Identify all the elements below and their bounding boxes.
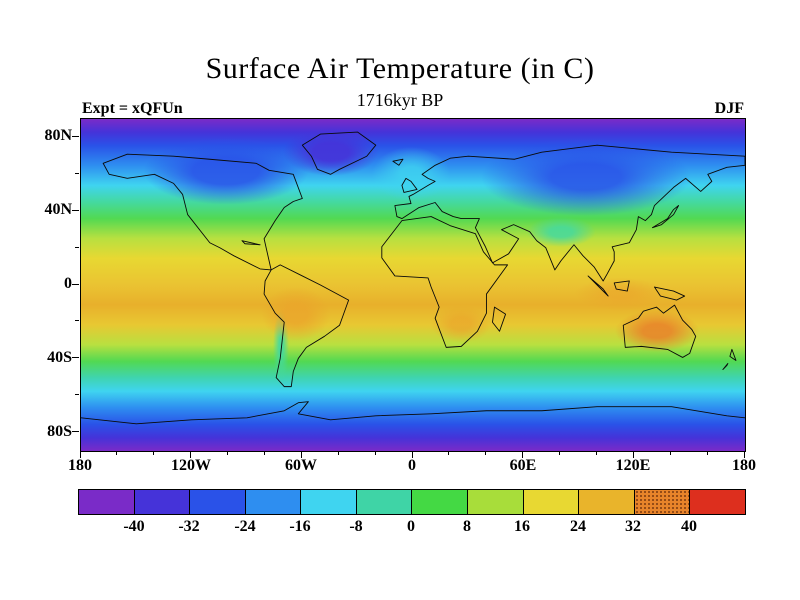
map-frame [80, 118, 746, 452]
colorbar-segment [190, 490, 246, 514]
colorbar-segment [690, 490, 745, 514]
coastline-south-america [263, 264, 350, 388]
coastline-new-zealand [722, 348, 737, 370]
coastline-greenland [301, 131, 377, 175]
y-tick-label-80n: 80N [44, 127, 72, 144]
experiment-label: Expt = xQFUn [82, 100, 183, 117]
y-axis-tick [75, 394, 79, 396]
x-tick-label-120w: 120W [171, 457, 211, 474]
season-label: DJF [714, 100, 744, 117]
coastline-cuba [241, 240, 261, 246]
colorbar-label-m16: -16 [289, 518, 311, 535]
colorbar-segment [245, 490, 302, 514]
colorbar-label-m24: -24 [234, 518, 256, 535]
x-tick-label-60w: 60W [285, 457, 317, 474]
colorbar-label-8: 8 [463, 518, 471, 535]
x-axis-tick [485, 451, 487, 455]
coastline-sumatra [587, 275, 609, 297]
x-tick-label-120e: 120E [615, 457, 651, 474]
colorbar-label-16: 16 [514, 518, 530, 535]
coastline-borneo [613, 280, 630, 292]
y-tick-label-40s: 40S [47, 349, 72, 366]
y-axis-tick [72, 431, 79, 433]
x-tick-label-180w: 180 [68, 457, 92, 474]
colorbar-label-0: 0 [407, 518, 415, 535]
chart-subtitle: 1716kyr BP [356, 90, 444, 110]
y-tick-label-80s: 80S [47, 423, 72, 440]
y-axis-tick [75, 172, 79, 174]
x-axis-tick [153, 451, 155, 455]
x-axis-tick [374, 451, 376, 455]
colorbar-label-m32: -32 [178, 518, 200, 535]
x-axis-tick [190, 451, 192, 458]
colorbar-label-32: 32 [625, 518, 641, 535]
colorbar-segment [301, 490, 357, 514]
y-axis-tick [75, 320, 79, 322]
x-axis-tick [116, 451, 118, 455]
y-axis-tick [72, 135, 79, 137]
y-axis-tick [75, 246, 79, 248]
x-axis-tick [595, 451, 597, 455]
colorbar-segment [468, 490, 524, 514]
coastline-north-america [102, 153, 303, 271]
colorbar-label-24: 24 [570, 518, 586, 535]
coastline-new-guinea [654, 286, 686, 301]
colorbar-label-m8: -8 [349, 518, 363, 535]
y-tick-label-40n: 40N [44, 201, 72, 218]
x-tick-label-0: 0 [408, 457, 416, 474]
x-axis-tick [300, 451, 302, 458]
colorbar-segment [634, 490, 691, 514]
left-axis-ticks [70, 118, 79, 450]
coastline-british-isles [401, 177, 418, 193]
colorbar-segment [523, 490, 580, 514]
y-axis-tick [72, 283, 79, 285]
x-axis-tick [448, 451, 450, 455]
colorbar-label-40: 40 [681, 518, 697, 535]
bottom-axis-ticks [79, 451, 745, 460]
coastline-japan [651, 205, 680, 229]
y-axis-tick [72, 209, 79, 211]
coastline-antarctica [81, 401, 745, 425]
colorbar-segment [79, 490, 135, 514]
coastlines [81, 131, 745, 425]
x-axis-tick [411, 451, 413, 458]
colorbar-segment [579, 490, 635, 514]
x-axis-tick [632, 451, 634, 458]
x-tick-label-180e: 180 [732, 457, 756, 474]
y-axis-tick [72, 357, 79, 359]
colorbar [78, 489, 746, 515]
coastline-madagascar [492, 306, 507, 332]
x-axis-tick [669, 451, 671, 455]
chart-title: Surface Air Temperature (in C) [205, 52, 595, 85]
colorbar-segment [356, 490, 413, 514]
coastline-eurasia [394, 144, 745, 282]
x-axis-tick [706, 451, 708, 455]
coastline-iceland [392, 158, 404, 166]
x-tick-label-60e: 60E [509, 457, 537, 474]
colorbar-segment [412, 490, 469, 514]
colorbar-label-m40: -40 [123, 518, 145, 535]
x-axis-tick [263, 451, 265, 455]
colorbar-segment [134, 490, 191, 514]
temperature-field [81, 119, 745, 451]
x-axis-tick [337, 451, 339, 455]
x-axis-tick [227, 451, 229, 455]
x-axis-tick [743, 451, 745, 458]
x-axis-tick [522, 451, 524, 458]
x-axis-tick [79, 451, 81, 458]
coastline-africa [381, 216, 509, 348]
x-axis-tick [559, 451, 561, 455]
coastline-australia [622, 304, 697, 358]
y-tick-label-0: 0 [64, 275, 72, 292]
